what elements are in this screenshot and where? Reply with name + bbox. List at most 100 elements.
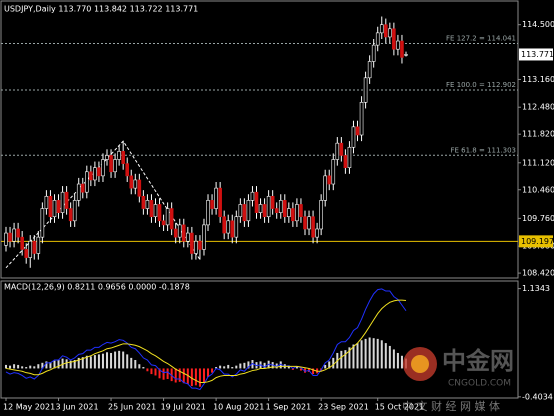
- candle-body: [339, 142, 344, 156]
- candle-body: [355, 126, 360, 136]
- x-tick-label: 25 Jun 2021: [108, 403, 156, 412]
- candle-body: [367, 61, 372, 79]
- candle-body: [323, 175, 327, 201]
- macd-histogram-bar: [207, 368, 210, 377]
- macd-histogram-bar: [239, 363, 242, 369]
- macd-histogram-bar: [299, 368, 302, 371]
- macd-histogram-bar: [251, 360, 254, 369]
- candle-body: [117, 151, 121, 160]
- macd-y-tick-label: 1.1343: [522, 284, 550, 293]
- support-label: 109.197: [521, 237, 554, 246]
- candle-body: [194, 240, 198, 254]
- macd-histogram-bar: [49, 362, 52, 369]
- candle-body: [202, 224, 206, 250]
- candle-body: [64, 191, 69, 209]
- candle-body: [181, 224, 186, 242]
- candle-body: [8, 232, 12, 242]
- candle-body: [210, 200, 214, 209]
- candle-body: [319, 200, 323, 230]
- candle-body: [44, 195, 49, 209]
- macd-line: [5, 288, 407, 391]
- fe-level-label: FE 127.2 = 114.041: [446, 34, 516, 42]
- candle-body: [278, 200, 283, 213]
- y-tick-label: 112.480: [522, 103, 554, 112]
- candle-body: [4, 232, 8, 246]
- macd-histogram-bar: [178, 368, 181, 382]
- macd-histogram-bar: [101, 353, 104, 369]
- y-tick-label: 108.420: [522, 269, 554, 278]
- fe-level-label: FE 100.0 = 112.902: [446, 81, 516, 89]
- macd-histogram-bar: [162, 368, 165, 380]
- candle-body: [125, 163, 130, 177]
- macd-histogram-bar: [392, 349, 395, 369]
- y-tick-label: 114.500: [522, 20, 554, 29]
- macd-histogram-bar: [227, 364, 230, 369]
- watermark-site: CNGOLD.COM: [448, 379, 511, 389]
- macd-histogram-bar: [295, 366, 298, 369]
- macd-histogram-bar: [348, 347, 351, 369]
- candle-body: [169, 208, 174, 230]
- macd-histogram-bar: [376, 338, 379, 369]
- macd-histogram-bar: [380, 340, 383, 369]
- macd-histogram-bar: [106, 352, 109, 369]
- macd-histogram-bar: [146, 368, 149, 372]
- candle-body: [93, 167, 97, 181]
- candle-body: [400, 40, 404, 58]
- candle-body: [137, 179, 142, 197]
- macd-histogram-bar: [85, 355, 88, 369]
- candle-body: [173, 228, 178, 238]
- candle-body: [404, 54, 408, 56]
- chart-title: USDJPY,Daily 113.770 113.842 113.722 113…: [4, 5, 198, 14]
- macd-title: MACD(12,26,9) 0.8211 0.9656 0.0000 -0.18…: [4, 283, 190, 292]
- macd-histogram-bar: [328, 361, 331, 369]
- macd-histogram-bar: [372, 338, 375, 369]
- macd-histogram-bar: [235, 365, 238, 369]
- candle-body: [218, 187, 222, 218]
- macd-histogram-bar: [73, 360, 76, 369]
- macd-histogram-bar: [57, 360, 60, 369]
- candle-body: [343, 155, 348, 168]
- candle-body: [113, 159, 117, 173]
- macd-histogram-bar: [5, 364, 7, 369]
- candle-body: [85, 171, 89, 193]
- candle-body: [40, 208, 45, 238]
- macd-histogram-bar: [126, 354, 129, 369]
- watermark-logo-inner: [411, 355, 429, 373]
- candle-body: [68, 208, 73, 222]
- candle-body: [262, 204, 267, 218]
- candle-body: [12, 228, 16, 242]
- candle-body: [347, 146, 352, 168]
- y-tick-label: 113.160: [522, 75, 554, 84]
- macd-histogram-bar: [41, 362, 44, 369]
- macd-histogram-bar: [356, 343, 359, 369]
- candle-body: [363, 77, 368, 103]
- candle-body: [186, 232, 190, 242]
- candle-body: [206, 200, 210, 226]
- macd-histogram-bar: [247, 361, 250, 369]
- candle-body: [48, 195, 53, 218]
- candle-body: [133, 179, 138, 189]
- macd-histogram-bar: [202, 368, 205, 383]
- y-tick-label: 111.120: [522, 158, 554, 167]
- candle-body: [36, 236, 41, 254]
- macd-histogram-bar: [332, 357, 335, 369]
- macd-histogram-bar: [287, 365, 290, 369]
- candle-body: [76, 183, 81, 201]
- macd-histogram-bar: [384, 343, 387, 369]
- macd-histogram-bar: [65, 359, 68, 369]
- macd-histogram-bar: [150, 368, 153, 375]
- candle-body: [250, 191, 255, 201]
- macd-histogram-bar: [81, 357, 84, 369]
- macd-histogram-bar: [174, 368, 177, 383]
- macd-histogram-bar: [166, 368, 169, 379]
- candle-body: [109, 155, 113, 173]
- candle-body: [129, 175, 134, 189]
- macd-histogram-bar: [190, 368, 193, 387]
- candle-body: [274, 208, 279, 213]
- macd-histogram-bar: [312, 368, 315, 375]
- candle-body: [214, 187, 218, 209]
- candle-body: [226, 220, 231, 234]
- macd-histogram-bar: [25, 367, 28, 369]
- candle-body: [258, 204, 263, 213]
- macd-histogram-bar: [340, 350, 343, 369]
